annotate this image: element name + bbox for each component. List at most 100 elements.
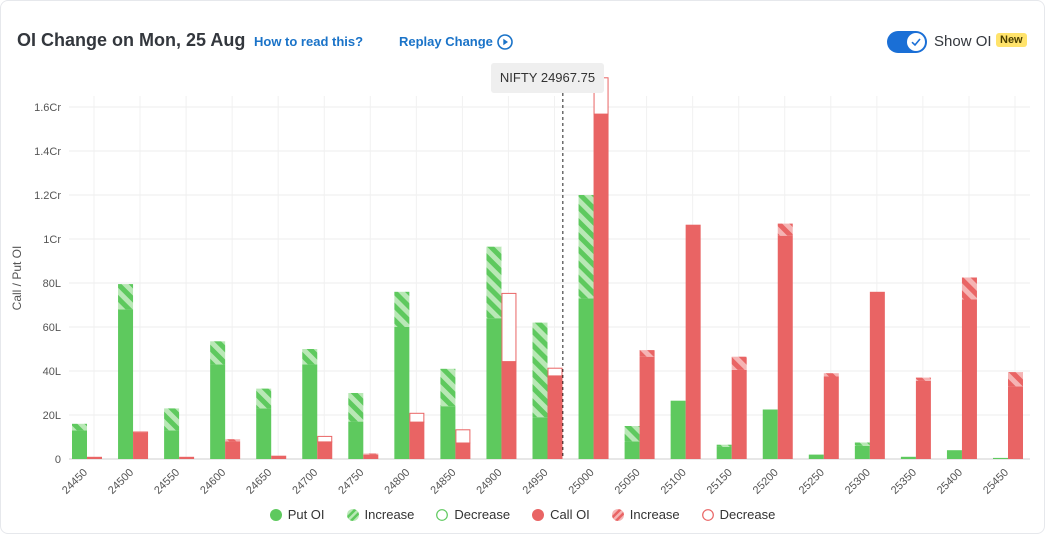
call-oi-bar — [225, 441, 241, 459]
put-oi-bar — [348, 421, 364, 459]
legend-call-increase[interactable]: Increase — [611, 507, 680, 522]
put-decrease-swatch-icon — [436, 508, 449, 521]
put-oi-bar — [256, 408, 272, 459]
y-axis-title: Call / Put OI — [10, 246, 24, 311]
replay-change-link[interactable]: Replay Change — [399, 34, 493, 49]
put-oi-increase-segment — [210, 341, 226, 365]
put-oi-bar — [578, 298, 594, 459]
put-oi-increase-segment — [72, 423, 87, 431]
check-icon — [911, 38, 921, 47]
put-oi-bar — [670, 400, 686, 459]
call-oi-bar — [547, 375, 563, 459]
call-oi-bar — [869, 291, 885, 459]
x-tick-label: 25050 — [613, 467, 643, 497]
put-oi-bar — [164, 430, 180, 459]
x-tick-label: 24650 — [244, 467, 274, 497]
call-oi-bar — [271, 455, 287, 459]
show-oi-label: Show OI — [934, 33, 992, 50]
y-tick-label: 40L — [43, 366, 61, 378]
legend-call-decrease[interactable]: Decrease — [701, 507, 776, 522]
put-oi-bar — [440, 406, 456, 459]
put-oi-bar — [118, 309, 134, 459]
call-oi-bar — [777, 235, 793, 459]
y-tick-label: 20L — [43, 410, 61, 422]
put-oi-increase-segment — [348, 393, 364, 422]
put-oi-bar — [716, 446, 732, 459]
call-increase-swatch-icon — [611, 508, 624, 521]
put-oi-increase-segment — [164, 408, 180, 431]
put-oi-bar — [302, 364, 318, 459]
x-tick-label: 25150 — [705, 467, 735, 497]
call-oi-swatch-icon — [532, 508, 545, 521]
legend-put-oi[interactable]: Put OI — [269, 507, 325, 522]
x-tick-label: 24700 — [290, 467, 320, 497]
play-circle-icon[interactable] — [497, 34, 513, 50]
legend-call-decrease-label: Decrease — [719, 507, 776, 522]
call-oi-increase-segment — [731, 356, 747, 370]
put-oi-increase-segment — [716, 444, 732, 447]
call-oi-decrease-segment — [501, 292, 517, 363]
toggle-knob — [907, 33, 925, 51]
call-oi-bar — [133, 432, 149, 459]
how-to-read-link[interactable]: How to read this? — [254, 34, 364, 49]
x-tick-label: 25450 — [981, 467, 1011, 497]
legend-call-oi-label: Call OI — [550, 507, 590, 522]
x-tick-label: 25200 — [751, 467, 781, 497]
x-tick-label: 24950 — [521, 467, 551, 497]
call-oi-bar — [639, 356, 655, 459]
put-oi-swatch-icon — [269, 508, 282, 521]
y-tick-label: 1.6Cr — [34, 102, 61, 114]
legend-put-increase[interactable]: Increase — [346, 507, 414, 522]
show-oi-toggle[interactable] — [887, 31, 927, 53]
call-oi-decrease-segment — [409, 412, 425, 423]
call-oi-increase-segment — [1008, 372, 1023, 387]
x-tick-label: 24500 — [106, 467, 136, 497]
put-oi-bar — [72, 430, 87, 459]
spot-price-tooltip: NIFTY 24967.75 — [491, 63, 604, 93]
put-oi-increase-segment — [394, 291, 410, 327]
put-oi-bar — [808, 454, 824, 459]
new-badge: New — [996, 33, 1027, 47]
legend-put-oi-label: Put OI — [287, 507, 325, 522]
put-oi-bar — [210, 364, 226, 459]
y-tick-label: 1Cr — [43, 234, 61, 246]
oi-bar-chart: 0 20L 40L 60L 80L 1Cr 1.2Cr 1.4Cr 1.6Cr Call / Pu… — [10, 77, 1030, 497]
x-tick-label: 24900 — [474, 467, 504, 497]
call-oi-bar — [685, 224, 701, 459]
call-oi-increase-segment — [961, 277, 977, 300]
call-oi-bar — [87, 456, 102, 459]
call-oi-decrease-segment — [547, 367, 563, 377]
put-oi-increase-segment — [486, 246, 502, 319]
call-oi-decrease-segment — [455, 429, 471, 444]
call-oi-bar — [317, 441, 333, 459]
put-oi-increase-segment — [624, 426, 640, 442]
put-oi-bar — [532, 417, 548, 459]
call-oi-bar — [731, 369, 747, 459]
x-tick-label: 25000 — [567, 467, 597, 497]
x-tick-label: 24850 — [428, 467, 458, 497]
put-oi-bar — [762, 409, 778, 459]
call-oi-increase-segment — [915, 377, 931, 381]
put-oi-bar — [624, 441, 640, 459]
y-tick-label: 1.4Cr — [34, 146, 61, 158]
call-oi-bar — [455, 442, 471, 459]
x-tick-label: 24450 — [60, 467, 90, 497]
call-oi-bar — [1008, 386, 1023, 459]
call-oi-increase-segment — [639, 350, 655, 357]
legend-call-increase-label: Increase — [629, 507, 680, 522]
x-tick-label: 25250 — [797, 467, 827, 497]
put-oi-bar — [993, 457, 1008, 459]
call-oi-bar — [179, 456, 195, 459]
legend-put-decrease-label: Decrease — [454, 507, 511, 522]
y-tick-label: 60L — [43, 322, 61, 334]
put-oi-increase-segment — [118, 284, 134, 310]
x-tick-label: 24800 — [382, 467, 412, 497]
call-oi-increase-segment — [777, 223, 793, 236]
call-decrease-swatch-icon — [701, 508, 714, 521]
legend-call-oi[interactable]: Call OI — [532, 507, 590, 522]
legend-put-decrease[interactable]: Decrease — [436, 507, 510, 522]
x-tick-label: 24550 — [152, 467, 182, 497]
put-oi-increase-segment — [854, 442, 870, 446]
call-oi-decrease-segment — [133, 431, 149, 434]
put-oi-increase-segment — [256, 388, 272, 409]
